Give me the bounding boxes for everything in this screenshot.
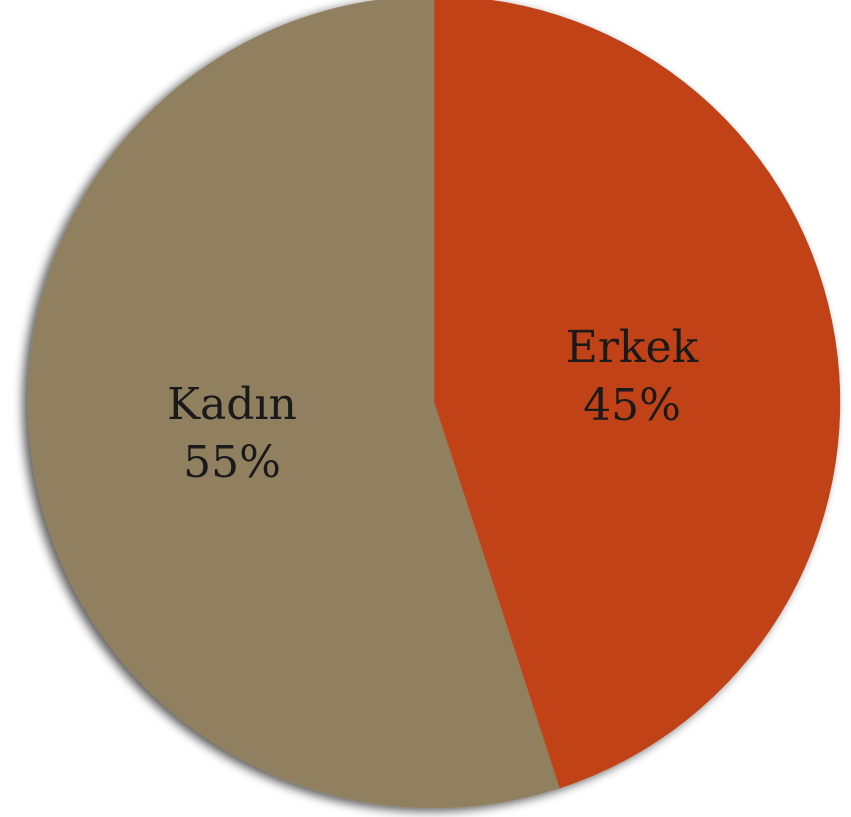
slice-label-name: Erkek	[566, 322, 699, 373]
pie-slice-erkek	[433, 0, 841, 789]
pie-slices	[27, 0, 841, 809]
pie-labels: Erkek 45% Kadın 55%	[167, 322, 698, 488]
slice-label-value: 55%	[183, 437, 281, 488]
pie-slice-kad-n	[27, 0, 560, 809]
slice-label-value: 45%	[583, 380, 681, 431]
slice-label-name: Kadın	[167, 379, 297, 430]
